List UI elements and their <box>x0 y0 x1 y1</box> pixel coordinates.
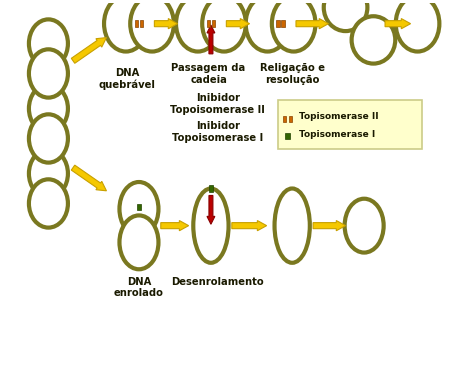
Bar <box>140 20 143 27</box>
Bar <box>207 20 210 27</box>
Ellipse shape <box>104 0 148 52</box>
Text: Passagem da
cadeia: Passagem da cadeia <box>172 63 246 85</box>
Text: Topisomerase II: Topisomerase II <box>299 112 379 121</box>
FancyArrow shape <box>71 38 106 63</box>
Bar <box>134 20 138 27</box>
Text: Inibidor
Topoisomerase I: Inibidor Topoisomerase I <box>172 121 263 143</box>
FancyArrow shape <box>226 18 250 29</box>
Ellipse shape <box>396 0 439 52</box>
FancyBboxPatch shape <box>278 100 422 149</box>
Ellipse shape <box>119 182 158 236</box>
FancyArrow shape <box>71 165 106 191</box>
Bar <box>281 20 285 27</box>
Text: DNA
quebrável: DNA quebrável <box>99 68 156 90</box>
Ellipse shape <box>29 19 68 67</box>
FancyArrow shape <box>296 18 329 29</box>
Ellipse shape <box>119 215 158 269</box>
Bar <box>137 204 141 210</box>
FancyArrow shape <box>385 18 411 29</box>
Text: DNA
enrolado: DNA enrolado <box>114 277 164 298</box>
Ellipse shape <box>352 16 395 64</box>
Ellipse shape <box>29 49 68 98</box>
Text: Religação e
resolução: Religação e resolução <box>260 63 325 85</box>
Ellipse shape <box>246 0 289 52</box>
Ellipse shape <box>29 179 68 228</box>
Ellipse shape <box>345 199 384 253</box>
Bar <box>276 20 280 27</box>
Text: Inibidor
Topoisomerase II: Inibidor Topoisomerase II <box>170 93 265 115</box>
Ellipse shape <box>272 0 315 52</box>
Bar <box>208 185 213 192</box>
FancyArrow shape <box>207 195 215 224</box>
Ellipse shape <box>29 149 68 198</box>
Bar <box>212 20 215 27</box>
Bar <box>285 133 290 139</box>
Bar <box>289 116 292 122</box>
Ellipse shape <box>29 114 68 162</box>
Ellipse shape <box>274 188 310 263</box>
Ellipse shape <box>193 188 229 263</box>
Ellipse shape <box>202 0 246 52</box>
Ellipse shape <box>130 0 174 52</box>
FancyArrow shape <box>161 221 189 231</box>
Ellipse shape <box>324 0 367 31</box>
Ellipse shape <box>29 84 68 133</box>
Ellipse shape <box>176 0 220 52</box>
FancyArrow shape <box>154 18 178 29</box>
FancyArrow shape <box>207 25 215 54</box>
Text: Desenrolamento: Desenrolamento <box>172 277 264 287</box>
FancyArrow shape <box>232 221 267 231</box>
FancyArrow shape <box>313 221 346 231</box>
Bar <box>283 116 286 122</box>
Text: Topisomerase I: Topisomerase I <box>299 130 375 139</box>
